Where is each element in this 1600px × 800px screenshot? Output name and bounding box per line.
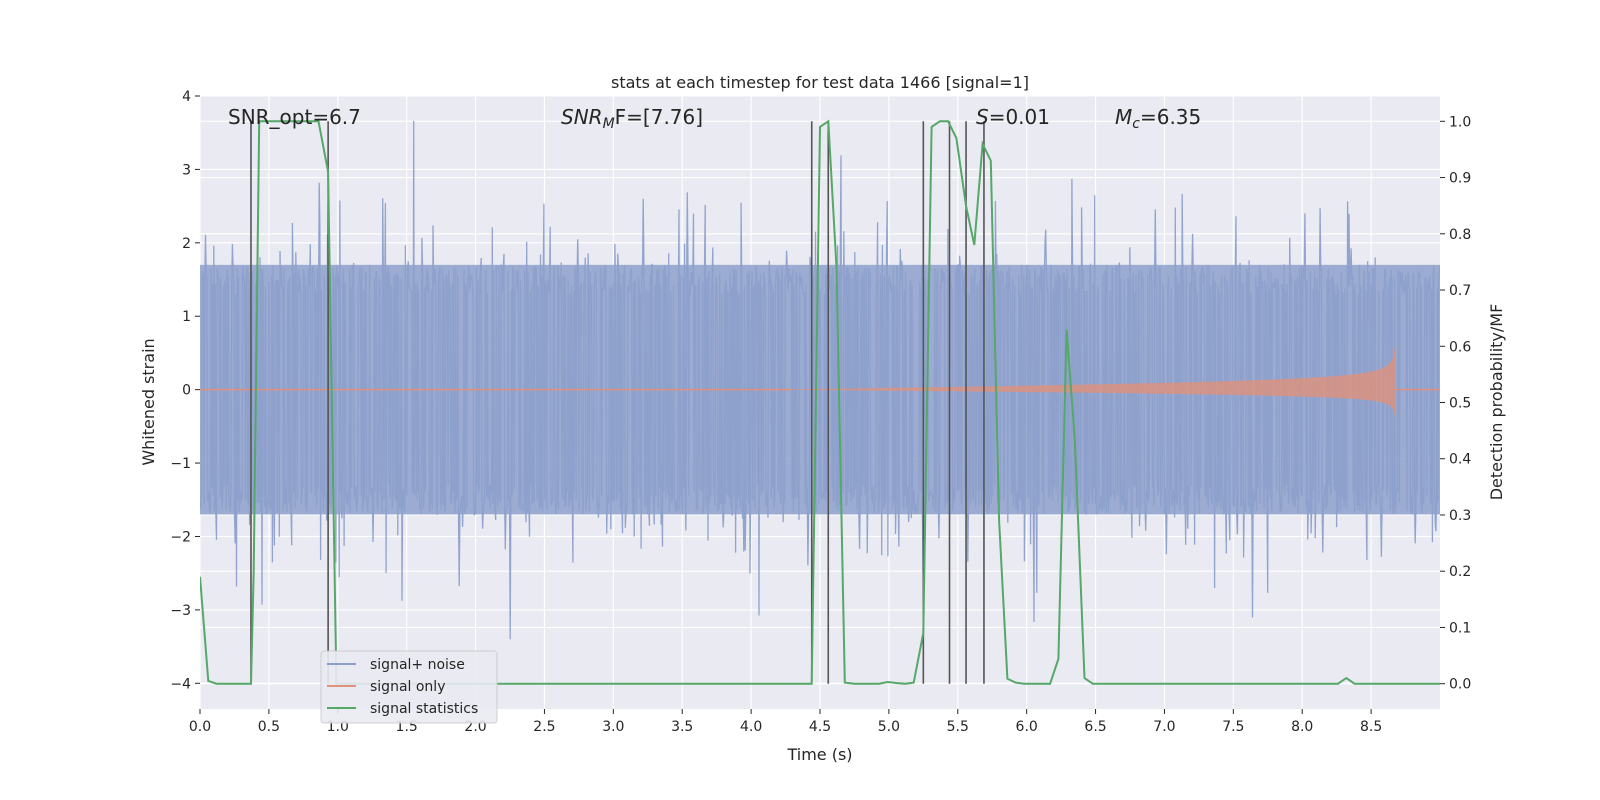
x-tick-label-10: 5.0 (878, 719, 900, 735)
x-tick-label-14: 7.0 (1153, 719, 1175, 735)
yr-tick-label-10: 0.0 (1449, 677, 1471, 693)
signal-chirp (792, 340, 1396, 419)
yl-tick-label-4: 0 (182, 383, 191, 399)
yr-tick-label-9: 0.1 (1449, 620, 1471, 636)
legend-label-stats: signal statistics (370, 701, 478, 717)
yr-tick-label-3: 0.7 (1449, 283, 1471, 299)
x-tick-label-17: 8.5 (1360, 719, 1382, 735)
x-tick-label-7: 3.5 (671, 719, 693, 735)
annotation-snr-opt: SNR_opt=6.7 (228, 105, 361, 129)
x-tick-label-15: 7.5 (1222, 719, 1244, 735)
yr-tick-label-1: 0.9 (1449, 171, 1471, 187)
legend-label-noise: signal+ noise (370, 657, 465, 673)
legend-label-signal: signal only (370, 679, 445, 695)
y-axis-left-ticks: 4 3 2 1 0 −1 −2 −3 −4 (170, 89, 200, 692)
yl-tick-label-1: 3 (182, 162, 191, 178)
chart-title: stats at each timestep for test data 146… (611, 73, 1029, 92)
x-tick-label-11: 5.5 (947, 719, 969, 735)
yr-tick-label-8: 0.2 (1449, 564, 1471, 580)
yl-tick-label-3: 1 (182, 309, 191, 325)
x-axis-ticks: 0.0 0.5 1.0 1.5 2.0 2.5 3.0 3.5 4.0 4.5 5.0 5.5 6.0 6… (189, 709, 1382, 735)
x-tick-label-8: 4.0 (740, 719, 762, 735)
yl-tick-label-8: −4 (170, 676, 191, 692)
annotation-s: S=0.01 (976, 105, 1050, 129)
x-tick-label-5: 2.5 (533, 719, 555, 735)
stats-line (200, 119, 1440, 685)
x-tick-label-16: 8.0 (1291, 719, 1313, 735)
legend: signal+ noise signal only signal statist… (320, 650, 498, 724)
series-signal-statistics (200, 119, 1440, 685)
legend-box (320, 650, 498, 724)
annotation-mc: Mc=6.35 (1115, 105, 1201, 132)
yl-tick-label-5: −1 (170, 456, 191, 472)
yr-tick-label-0: 1.0 (1449, 114, 1471, 130)
x-tick-label-13: 6.5 (1084, 719, 1106, 735)
yl-tick-label-0: 4 (182, 89, 191, 105)
y-axis-right-label: Detection probability/MF (1487, 304, 1506, 501)
yr-tick-label-6: 0.4 (1449, 452, 1471, 468)
yr-tick-label-7: 0.3 (1449, 508, 1471, 524)
y-axis-right-ticks: 1.0 0.9 0.8 0.7 0.6 0.5 0.4 0.3 0.2 0.1 0.0 (1440, 114, 1471, 693)
x-tick-label-0: 0.0 (189, 719, 211, 735)
y-axis-left-label: Whitened strain (139, 338, 158, 465)
x-tick-label-9: 4.5 (809, 719, 831, 735)
yl-tick-label-7: −3 (170, 603, 191, 619)
yr-tick-label-5: 0.5 (1449, 396, 1471, 412)
x-axis-label: Time (s) (786, 745, 852, 764)
x-tick-label-6: 3.0 (602, 719, 624, 735)
annotation-snr-mf: SNRMF=[7.76] (561, 105, 703, 132)
series-signal-only (200, 340, 1440, 419)
x-tick-label-12: 6.0 (1016, 719, 1038, 735)
noise-trace (200, 120, 1440, 640)
yl-tick-label-6: −2 (170, 529, 191, 545)
x-tick-label-1: 0.5 (258, 719, 280, 735)
yl-tick-label-2: 2 (182, 236, 191, 252)
yr-tick-label-4: 0.6 (1449, 339, 1471, 355)
yr-tick-label-2: 0.8 (1449, 227, 1471, 243)
